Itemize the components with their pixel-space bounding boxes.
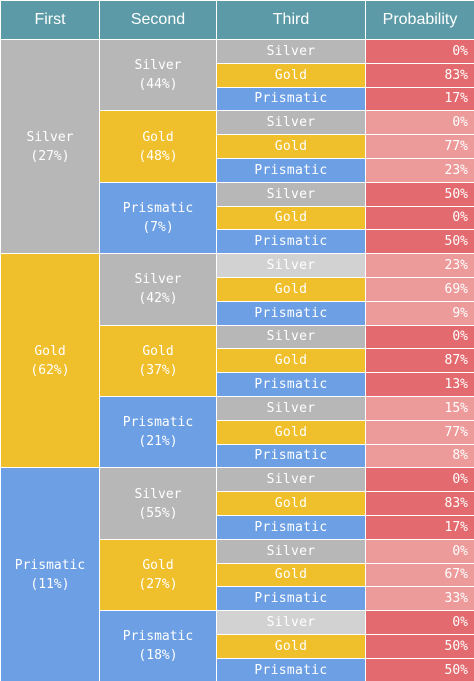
third-cell: Silver bbox=[216, 253, 366, 278]
third-cell: Gold bbox=[216, 562, 366, 588]
table-row: Prismatic 23% bbox=[1, 157, 474, 183]
probability-cell: 0% bbox=[365, 324, 474, 350]
probability-cell: 87% bbox=[365, 348, 474, 374]
third-cell: Silver bbox=[216, 324, 366, 350]
header-second: Second bbox=[99, 0, 217, 40]
header-row: First Second Third Probability bbox=[0, 0, 474, 40]
third-cell: Gold bbox=[216, 348, 366, 374]
second-cell: Prismatic (7%) bbox=[99, 181, 217, 255]
second-cell: Silver (44%) bbox=[99, 38, 217, 112]
table-row: Prismatic 17% bbox=[1, 514, 474, 540]
third-cell: Gold bbox=[216, 419, 366, 445]
third-cell: Prismatic bbox=[216, 300, 366, 326]
table-row: Prismatic 8% bbox=[1, 443, 474, 469]
table-row: Prismatic 50% bbox=[1, 229, 474, 255]
third-cell: Silver bbox=[216, 467, 366, 493]
second-cell: Gold (37%) bbox=[99, 324, 217, 397]
probability-cell: 0% bbox=[365, 610, 474, 635]
second-cell: Prismatic (18%) bbox=[99, 610, 217, 681]
table-row: Gold 83% bbox=[1, 491, 474, 516]
table-row: Silver (27%) Silver (44%) Silver 0% bbox=[0, 38, 474, 255]
third-cell: Silver bbox=[216, 181, 366, 207]
third-cell: Prismatic bbox=[216, 443, 366, 469]
table-row: Prismatic 13% bbox=[1, 372, 474, 397]
probability-cell: 13% bbox=[365, 372, 474, 397]
table-row: Prismatic (11%) Silver (55%) Silver 0% bbox=[0, 467, 474, 681]
table-row: Gold (62%) Silver (42%) Silver 23% bbox=[0, 253, 474, 469]
third-cell: Gold bbox=[216, 276, 366, 302]
probability-cell: 8% bbox=[365, 443, 474, 469]
probability-cell: 23% bbox=[365, 253, 474, 278]
first-cell: Gold (62%) bbox=[0, 253, 100, 469]
probability-cell: 0% bbox=[365, 110, 474, 136]
probability-cell: 0% bbox=[365, 39, 474, 64]
probability-cell: 50% bbox=[365, 633, 474, 659]
third-cell: Gold bbox=[216, 62, 366, 88]
table-row: Gold 50% bbox=[1, 633, 474, 659]
second-cell: Gold (48%) bbox=[99, 110, 217, 183]
third-cell: Gold bbox=[216, 633, 366, 659]
table-row: Gold 87% bbox=[1, 348, 474, 374]
third-cell: Prismatic bbox=[216, 157, 366, 183]
third-cell: Prismatic bbox=[216, 229, 366, 255]
first-cell: Prismatic (11%) bbox=[0, 467, 100, 681]
second-cell: Silver (55%) bbox=[99, 467, 217, 540]
probability-cell: 77% bbox=[365, 134, 474, 159]
header-third: Third bbox=[216, 0, 366, 40]
third-cell: Silver bbox=[216, 395, 366, 421]
probability-cell: 83% bbox=[365, 62, 474, 88]
probability-cell: 0% bbox=[365, 467, 474, 493]
table-row: Prismatic 50% bbox=[1, 657, 474, 681]
second-cell: Gold (27%) bbox=[99, 538, 217, 612]
table-row: Prismatic 17% bbox=[1, 86, 474, 112]
probability-cell: 67% bbox=[365, 562, 474, 588]
probability-cell: 83% bbox=[365, 491, 474, 516]
third-cell: Prismatic bbox=[216, 657, 366, 681]
third-cell: Silver bbox=[216, 39, 366, 64]
third-cell: Silver bbox=[216, 610, 366, 635]
third-cell: Silver bbox=[216, 538, 366, 564]
third-cell: Gold bbox=[216, 205, 366, 231]
probability-cell: 69% bbox=[365, 276, 474, 302]
table-row: Prismatic 9% bbox=[1, 300, 474, 326]
table-row: Gold 83% bbox=[1, 62, 474, 88]
third-cell: Silver bbox=[216, 110, 366, 136]
header-first: First bbox=[0, 0, 100, 40]
probability-cell: 33% bbox=[365, 586, 474, 612]
table-row: Gold (37%) Silver 0% bbox=[1, 324, 474, 397]
probability-cell: 17% bbox=[365, 86, 474, 112]
table-row: Gold (48%) Silver 0% bbox=[1, 110, 474, 183]
header-probability: Probability bbox=[365, 0, 474, 40]
second-cell: Prismatic (21%) bbox=[99, 395, 217, 469]
table-row: Prismatic (21%) Silver 15% bbox=[1, 395, 474, 469]
third-cell: Gold bbox=[216, 491, 366, 516]
table-row: Prismatic (18%) Silver 0% bbox=[1, 610, 474, 681]
third-cell: Prismatic bbox=[216, 514, 366, 540]
probability-cell: 50% bbox=[365, 657, 474, 681]
third-cell: Prismatic bbox=[216, 586, 366, 612]
third-cell: Prismatic bbox=[216, 86, 366, 112]
probability-cell: 17% bbox=[365, 514, 474, 540]
table-row: Prismatic (7%) Silver 50% bbox=[1, 181, 474, 255]
second-cell: Silver (42%) bbox=[99, 253, 217, 326]
probability-cell: 50% bbox=[365, 229, 474, 255]
probability-cell: 15% bbox=[365, 395, 474, 421]
probability-cell: 50% bbox=[365, 181, 474, 207]
table-body: Silver (27%) Silver (44%) Silver 0% Gold 83% Pri… bbox=[0, 38, 474, 681]
probability-cell: 0% bbox=[365, 538, 474, 564]
table-row: Gold 77% bbox=[1, 134, 474, 159]
table-row: Gold 69% bbox=[1, 276, 474, 302]
third-cell: Prismatic bbox=[216, 372, 366, 397]
first-cell: Silver (27%) bbox=[0, 38, 100, 255]
third-cell: Gold bbox=[216, 134, 366, 159]
probability-cell: 77% bbox=[365, 419, 474, 445]
probability-cell: 23% bbox=[365, 157, 474, 183]
table-row: Gold 67% bbox=[1, 562, 474, 588]
probability-cell: 9% bbox=[365, 300, 474, 326]
probability-cell: 0% bbox=[365, 205, 474, 231]
table-row: Prismatic 33% bbox=[1, 586, 474, 612]
